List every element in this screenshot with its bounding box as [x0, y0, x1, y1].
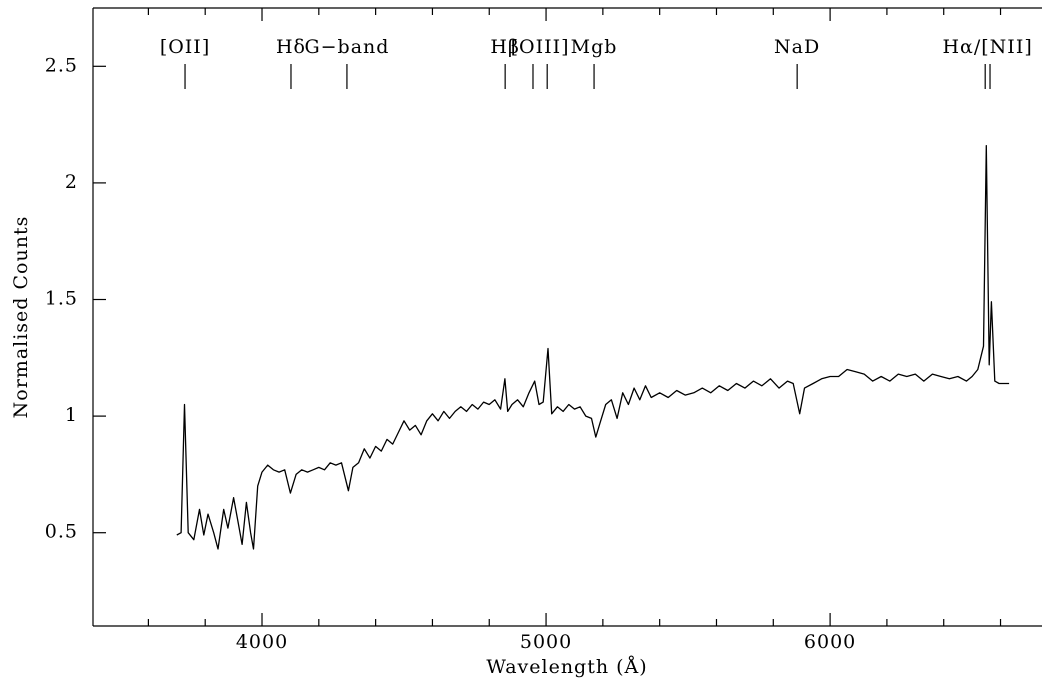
- y-tick-label: 2.5: [45, 54, 78, 76]
- x-tick-label: 4000: [236, 631, 288, 653]
- line-marker-label: [OIII]: [511, 36, 570, 58]
- line-marker-label: NaD: [774, 36, 820, 58]
- y-tick-label: 1.5: [45, 288, 78, 310]
- line-marker-label: Mgb: [571, 36, 618, 58]
- line-marker-label: Hα/[NII]: [942, 36, 1032, 58]
- spectrum-line: [176, 144, 1010, 550]
- y-axis-label: Normalised Counts: [10, 216, 32, 419]
- line-marker-label: [OII]: [160, 36, 210, 58]
- x-tick-label: 5000: [520, 631, 572, 653]
- y-tick-label: 0.5: [45, 521, 78, 543]
- y-tick-label: 1: [65, 404, 78, 426]
- x-axis-label: Wavelength (Å): [486, 656, 647, 678]
- line-marker-label: Hβ: [490, 36, 520, 58]
- y-tick-label: 2: [65, 171, 78, 193]
- line-marker-label: Hδ: [276, 36, 306, 58]
- x-tick-label: 6000: [804, 631, 856, 653]
- line-marker-label: G−band: [304, 36, 389, 58]
